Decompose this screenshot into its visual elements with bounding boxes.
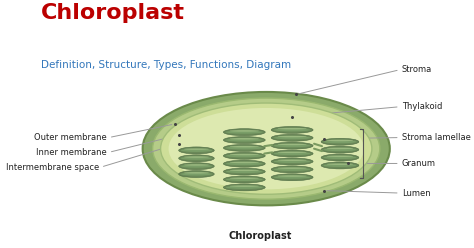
Ellipse shape bbox=[184, 156, 209, 158]
Ellipse shape bbox=[271, 126, 313, 133]
Ellipse shape bbox=[323, 148, 356, 151]
Ellipse shape bbox=[273, 144, 310, 147]
Ellipse shape bbox=[271, 134, 313, 141]
Ellipse shape bbox=[273, 168, 310, 171]
Ellipse shape bbox=[226, 154, 263, 157]
Text: Thylakoid: Thylakoid bbox=[402, 102, 442, 111]
Ellipse shape bbox=[277, 159, 307, 161]
Ellipse shape bbox=[273, 176, 310, 179]
Ellipse shape bbox=[229, 170, 259, 171]
Ellipse shape bbox=[271, 142, 313, 149]
Ellipse shape bbox=[327, 148, 353, 149]
Ellipse shape bbox=[226, 178, 263, 181]
Text: Stroma lamellae: Stroma lamellae bbox=[402, 133, 471, 142]
Ellipse shape bbox=[321, 162, 359, 169]
Ellipse shape bbox=[161, 103, 372, 194]
Ellipse shape bbox=[271, 158, 313, 165]
Text: Chloroplast: Chloroplast bbox=[41, 3, 185, 23]
Ellipse shape bbox=[323, 164, 356, 167]
Ellipse shape bbox=[271, 150, 313, 157]
Ellipse shape bbox=[181, 165, 212, 168]
Ellipse shape bbox=[323, 156, 356, 159]
Ellipse shape bbox=[223, 145, 265, 151]
Ellipse shape bbox=[184, 164, 209, 166]
Ellipse shape bbox=[323, 140, 356, 143]
Ellipse shape bbox=[184, 148, 209, 150]
Ellipse shape bbox=[223, 168, 265, 175]
Ellipse shape bbox=[277, 175, 307, 177]
Ellipse shape bbox=[229, 138, 259, 140]
Ellipse shape bbox=[277, 144, 307, 145]
Ellipse shape bbox=[226, 138, 263, 142]
Text: Lumen: Lumen bbox=[402, 188, 430, 198]
Ellipse shape bbox=[327, 155, 353, 157]
Ellipse shape bbox=[229, 154, 259, 155]
Ellipse shape bbox=[277, 128, 307, 129]
Ellipse shape bbox=[179, 147, 214, 154]
Ellipse shape bbox=[321, 138, 359, 145]
Ellipse shape bbox=[223, 160, 265, 167]
Ellipse shape bbox=[327, 140, 353, 141]
Ellipse shape bbox=[229, 146, 259, 148]
Ellipse shape bbox=[181, 157, 212, 160]
Ellipse shape bbox=[277, 152, 307, 153]
Ellipse shape bbox=[223, 152, 265, 159]
Text: Outer membrane: Outer membrane bbox=[34, 133, 107, 142]
Ellipse shape bbox=[327, 163, 353, 165]
Ellipse shape bbox=[181, 173, 212, 176]
Text: Chloroplast: Chloroplast bbox=[228, 231, 292, 241]
Ellipse shape bbox=[169, 108, 364, 189]
Ellipse shape bbox=[179, 171, 214, 178]
Ellipse shape bbox=[277, 136, 307, 137]
Ellipse shape bbox=[226, 131, 263, 134]
Ellipse shape bbox=[273, 152, 310, 155]
Ellipse shape bbox=[226, 170, 263, 173]
Ellipse shape bbox=[277, 167, 307, 169]
Ellipse shape bbox=[226, 186, 263, 189]
Ellipse shape bbox=[153, 98, 380, 199]
Ellipse shape bbox=[229, 185, 259, 187]
Ellipse shape bbox=[181, 149, 212, 152]
Text: Stroma: Stroma bbox=[402, 65, 432, 74]
Ellipse shape bbox=[273, 128, 310, 131]
Ellipse shape bbox=[223, 129, 265, 136]
Ellipse shape bbox=[321, 154, 359, 161]
Ellipse shape bbox=[223, 137, 265, 144]
Ellipse shape bbox=[229, 178, 259, 179]
Ellipse shape bbox=[143, 92, 390, 205]
Ellipse shape bbox=[223, 184, 265, 191]
Text: Inner membrane: Inner membrane bbox=[36, 148, 107, 157]
Text: Intermembrane space: Intermembrane space bbox=[6, 163, 99, 172]
Ellipse shape bbox=[271, 166, 313, 173]
Text: Definition, Structure, Types, Functions, Diagram: Definition, Structure, Types, Functions,… bbox=[41, 60, 291, 70]
Ellipse shape bbox=[179, 155, 214, 162]
Ellipse shape bbox=[226, 162, 263, 165]
Ellipse shape bbox=[321, 146, 359, 153]
Ellipse shape bbox=[184, 172, 209, 174]
Ellipse shape bbox=[229, 162, 259, 163]
Ellipse shape bbox=[179, 163, 214, 170]
Text: Granum: Granum bbox=[402, 159, 436, 168]
Ellipse shape bbox=[273, 160, 310, 163]
Ellipse shape bbox=[226, 146, 263, 150]
Ellipse shape bbox=[229, 130, 259, 132]
Ellipse shape bbox=[271, 174, 313, 181]
Ellipse shape bbox=[273, 136, 310, 139]
Ellipse shape bbox=[223, 176, 265, 183]
